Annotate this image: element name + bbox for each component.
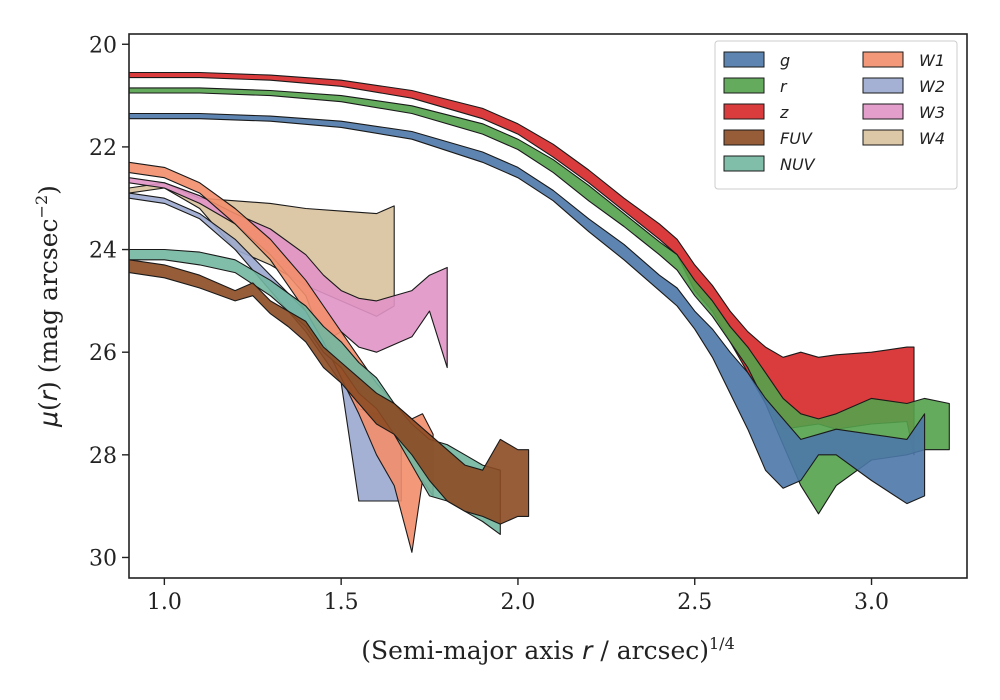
- legend-swatch-w3: [862, 103, 904, 120]
- legend-swatch-w2: [862, 77, 904, 94]
- legend-swatch-g: [723, 51, 765, 68]
- legend-label-fuv: FUV: [780, 129, 813, 148]
- y-tick-label: 22: [89, 136, 117, 161]
- x-axis-title: (Semi-major axis r / arcsec)1/4: [361, 634, 735, 665]
- legend-swatch-nuv: [723, 155, 765, 172]
- x-tick-label: 1.5: [324, 590, 359, 615]
- legend-label-r: r: [780, 77, 788, 96]
- legend-label-w2: W2: [919, 77, 945, 96]
- x-tick-label: 1.0: [147, 590, 182, 615]
- y-tick-label: 28: [89, 444, 117, 469]
- legend-label-g: g: [780, 51, 790, 70]
- legend-label-z: z: [779, 103, 789, 122]
- legend-label-nuv: NUV: [780, 155, 816, 174]
- legend-swatch-r: [723, 77, 765, 94]
- series-layer: [129, 71, 950, 553]
- y-tick-label: 26: [89, 341, 117, 366]
- legend-swatch-w4: [862, 129, 904, 146]
- legend-swatch-z: [723, 103, 765, 120]
- x-tick-label: 2.5: [677, 590, 712, 615]
- plot-frame: [128, 33, 968, 579]
- y-tick-label: 20: [89, 33, 117, 58]
- y-axis-title: μ(r) (mag arcsec−2): [32, 185, 63, 428]
- legend: grz FUV NUV W1 W2 W3 W4: [714, 40, 958, 190]
- legend-label-w1: W1: [919, 51, 945, 70]
- x-axis-ticks: 1.0 1.5 2.0 2.5 3.0: [147, 578, 889, 615]
- x-tick-label: 2.0: [500, 590, 535, 615]
- series-band-g: [129, 112, 926, 505]
- y-axis-ticks: 20 22 24 26 28 30: [89, 33, 129, 571]
- legend-swatch-fuv: [723, 129, 765, 146]
- y-tick-label: 24: [89, 239, 117, 264]
- legend-label-w4: W4: [919, 129, 945, 148]
- legend-label-w3: W3: [919, 103, 945, 122]
- legend-swatch-w1: [862, 51, 904, 68]
- series-band-r: [129, 87, 950, 515]
- y-tick-label: 30: [89, 546, 117, 571]
- x-tick-label: 3.0: [854, 590, 889, 615]
- series-band-fuv: [129, 259, 530, 525]
